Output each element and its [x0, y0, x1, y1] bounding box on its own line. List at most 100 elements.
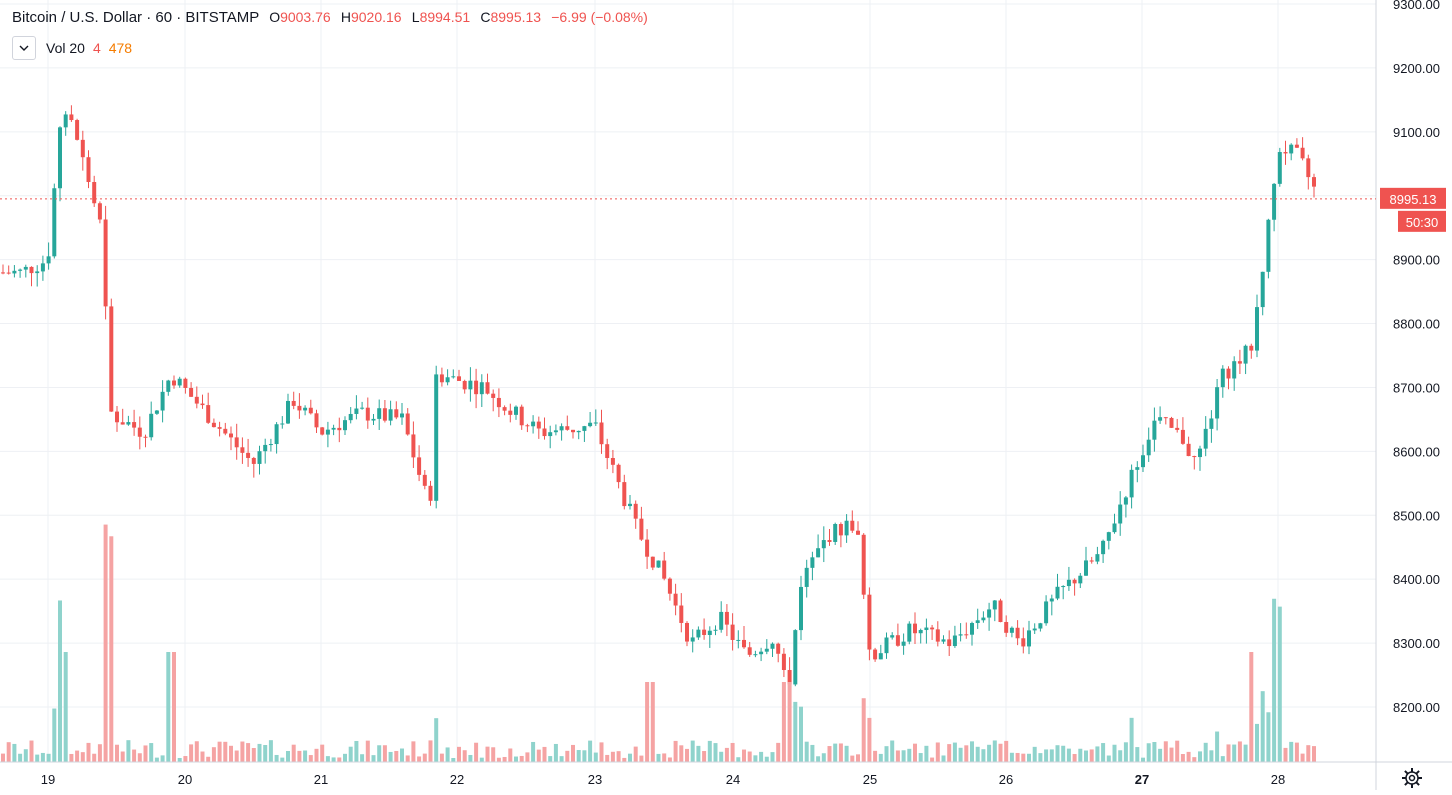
- volume-bar: [548, 756, 553, 762]
- high-label: H: [340, 9, 351, 25]
- candle-body: [850, 520, 855, 531]
- volume-bar: [514, 756, 518, 762]
- candle-body: [126, 422, 131, 425]
- candle-body: [536, 421, 541, 429]
- volume-bar: [1249, 652, 1254, 762]
- candle-body: [382, 408, 387, 421]
- candle-body: [970, 623, 974, 635]
- candle-body: [576, 430, 581, 433]
- volume-bar: [348, 746, 353, 762]
- volume-bar: [394, 750, 399, 762]
- volume-bar: [1237, 741, 1242, 762]
- candle-body: [1101, 540, 1106, 555]
- candle-body: [1021, 638, 1026, 647]
- volume-bar: [588, 740, 593, 762]
- chart-settings-button[interactable]: [1400, 766, 1424, 790]
- volume-bar: [40, 752, 45, 762]
- candle-body: [679, 605, 684, 623]
- candle-body: [1123, 497, 1128, 505]
- volume-bar: [787, 682, 792, 762]
- volume-bar: [628, 753, 632, 762]
- price-badge: [1380, 187, 1446, 209]
- volume-bar: [719, 751, 724, 762]
- candle-body: [160, 391, 165, 411]
- volume-bar: [217, 741, 222, 762]
- candle-body: [816, 548, 821, 558]
- candle-body: [485, 382, 490, 394]
- candle-body: [1078, 575, 1083, 584]
- candle-body: [189, 387, 194, 397]
- candle-body: [833, 524, 838, 542]
- volume-bar: [1272, 598, 1277, 762]
- candle-body: [365, 407, 370, 421]
- candle-body: [667, 578, 672, 594]
- candle-body: [308, 407, 313, 414]
- volume-bar: [1306, 745, 1311, 762]
- volume-bar: [63, 652, 68, 762]
- volume-bar: [149, 743, 154, 762]
- volume-bar: [1255, 723, 1259, 762]
- candle-body: [656, 560, 661, 568]
- candle-body: [1152, 420, 1157, 440]
- candle-body: [120, 422, 125, 425]
- candle-body: [1066, 579, 1071, 587]
- candle-body: [1015, 627, 1020, 639]
- candle-body: [257, 451, 262, 464]
- price-tick-label: 8200.00: [1393, 700, 1440, 715]
- volume-value-2: 478: [108, 40, 133, 56]
- price-tick-label: 8800.00: [1393, 317, 1440, 332]
- candle-body: [1049, 598, 1054, 602]
- candle-body: [115, 411, 119, 423]
- candle-body: [1215, 387, 1220, 419]
- candle-body: [799, 586, 803, 631]
- candle-body: [935, 629, 940, 642]
- candle-body: [730, 624, 735, 640]
- volume-bar: [126, 740, 131, 762]
- time-tick-label: 21: [314, 772, 328, 787]
- volume-bar: [1163, 741, 1168, 762]
- collapse-legend-button[interactable]: [12, 36, 36, 60]
- volume-bar: [1220, 756, 1225, 762]
- candle-body: [941, 639, 946, 642]
- volume-bar: [884, 746, 889, 762]
- candle-body: [559, 426, 564, 431]
- candle-body: [29, 266, 34, 274]
- volume-bar: [360, 754, 365, 762]
- candle-body: [930, 627, 935, 630]
- volume-bar: [901, 750, 906, 762]
- candle-body: [964, 634, 969, 636]
- candle-body: [206, 405, 211, 423]
- volume-bar: [764, 756, 769, 762]
- time-tick-label: 24: [726, 772, 740, 787]
- candle-body: [742, 639, 746, 648]
- candle-body: [593, 422, 598, 424]
- candle-body: [1209, 418, 1214, 429]
- volume-bar: [377, 745, 382, 762]
- candle-body: [890, 635, 895, 638]
- candle-body: [149, 413, 154, 438]
- candle-body: [451, 376, 456, 378]
- volume-bar: [331, 757, 336, 762]
- volume-bar: [97, 744, 102, 762]
- candle-body: [75, 120, 80, 140]
- candle-body: [553, 430, 558, 433]
- volume-bar: [428, 740, 433, 762]
- symbol-legend: Bitcoin / U.S. Dollar · 60 · BITSTAMP O9…: [12, 9, 648, 26]
- volume-bar: [1266, 712, 1271, 762]
- candle-body: [685, 622, 689, 642]
- volume-bar: [132, 749, 137, 762]
- candle-body: [69, 114, 74, 121]
- candle-body: [1169, 417, 1174, 428]
- volume-bar: [92, 753, 97, 762]
- volume-bar: [75, 750, 80, 762]
- candle-body: [63, 114, 68, 128]
- candle-body: [650, 556, 655, 568]
- volume-label: Vol 20: [46, 40, 85, 56]
- candle-body: [291, 400, 296, 406]
- candle-body: [1312, 177, 1316, 187]
- candle-body: [1004, 622, 1009, 633]
- candle-body: [610, 458, 615, 465]
- candle-body: [508, 410, 513, 415]
- candle-body: [280, 423, 285, 425]
